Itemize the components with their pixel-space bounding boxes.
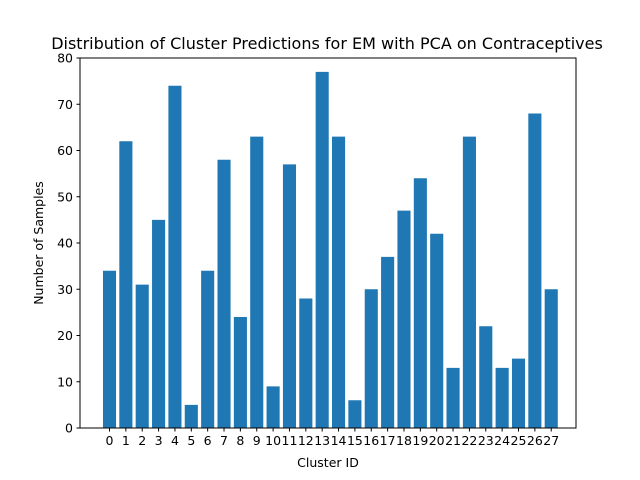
bar-cluster-5: [184, 404, 198, 429]
x-tick-label: 19: [412, 433, 428, 448]
x-tick-label: 13: [314, 433, 330, 448]
x-tick-label: 27: [543, 433, 559, 448]
bar-cluster-20: [430, 233, 444, 428]
x-tick-label: 20: [429, 433, 445, 448]
bar-cluster-19: [413, 178, 427, 428]
x-tick-label: 11: [282, 433, 298, 448]
bar-cluster-12: [299, 298, 313, 428]
bar-cluster-17: [381, 256, 395, 429]
bar-cluster-26: [528, 113, 542, 428]
x-tick-label: 26: [527, 433, 543, 448]
x-tick-label: 10: [265, 433, 281, 448]
bar-cluster-16: [364, 289, 378, 428]
bar-cluster-9: [250, 136, 264, 429]
bar-cluster-4: [168, 85, 182, 428]
bar-cluster-8: [233, 317, 247, 428]
bar-cluster-14: [332, 136, 346, 429]
bar-cluster-21: [446, 367, 460, 429]
x-tick-label: 17: [380, 433, 396, 448]
bar-cluster-15: [348, 400, 362, 428]
bar-cluster-18: [397, 210, 411, 429]
y-tick-label: 70: [57, 97, 73, 112]
bar-cluster-3: [152, 219, 166, 429]
x-tick-label: 22: [461, 433, 477, 448]
x-tick-label: 5: [187, 433, 195, 448]
x-tick-label: 2: [138, 433, 146, 448]
bars-group: [102, 71, 558, 429]
x-tick-label: 0: [106, 433, 114, 448]
y-tick-label: 30: [57, 282, 73, 297]
x-tick-label: 3: [155, 433, 163, 448]
x-tick-label: 8: [236, 433, 244, 448]
x-axis-label: Cluster ID: [297, 455, 359, 470]
bar-cluster-6: [201, 270, 215, 428]
bar-cluster-23: [479, 326, 493, 428]
bar-cluster-22: [462, 136, 476, 429]
bar-cluster-24: [495, 367, 509, 429]
bar-cluster-7: [217, 159, 231, 428]
y-axis-ticks: 0 10 20 30 40 50 60 70 80: [57, 51, 80, 436]
bar-cluster-27: [544, 289, 558, 428]
bar-cluster-1: [119, 141, 133, 428]
x-tick-label: 16: [363, 433, 379, 448]
x-tick-label: 12: [298, 433, 314, 448]
y-axis-label: Number of Samples: [31, 181, 46, 305]
x-axis-ticks: 0 1 2 3 4 5 6 7 8 9 10 11 12 13 14 15 16 17 18 19 20 21 22 23 24…: [106, 428, 559, 448]
y-tick-label: 10: [57, 374, 73, 389]
x-tick-label: 24: [494, 433, 510, 448]
x-tick-label: 25: [511, 433, 527, 448]
x-tick-label: 6: [204, 433, 212, 448]
x-tick-label: 23: [478, 433, 494, 448]
y-tick-label: 20: [57, 328, 73, 343]
x-tick-label: 1: [122, 433, 130, 448]
bar-cluster-10: [266, 386, 280, 429]
y-tick-label: 80: [57, 51, 73, 66]
x-tick-label: 14: [331, 433, 347, 448]
x-tick-label: 9: [253, 433, 261, 448]
bar-cluster-25: [511, 358, 526, 429]
bar-cluster-2: [135, 284, 149, 429]
x-tick-label: 7: [220, 433, 228, 448]
bar-cluster-11: [282, 164, 297, 429]
y-tick-label: 50: [57, 189, 73, 204]
x-tick-label: 21: [445, 433, 461, 448]
y-tick-label: 0: [65, 421, 73, 436]
chart-title: Distribution of Cluster Predictions for …: [51, 34, 603, 53]
y-tick-label: 40: [57, 236, 73, 251]
bar-cluster-0: [102, 270, 117, 428]
y-tick-label: 60: [57, 143, 73, 158]
x-tick-label: 18: [396, 433, 412, 448]
x-tick-label: 15: [347, 433, 363, 448]
x-tick-label: 4: [171, 433, 179, 448]
bar-cluster-13: [315, 71, 329, 429]
